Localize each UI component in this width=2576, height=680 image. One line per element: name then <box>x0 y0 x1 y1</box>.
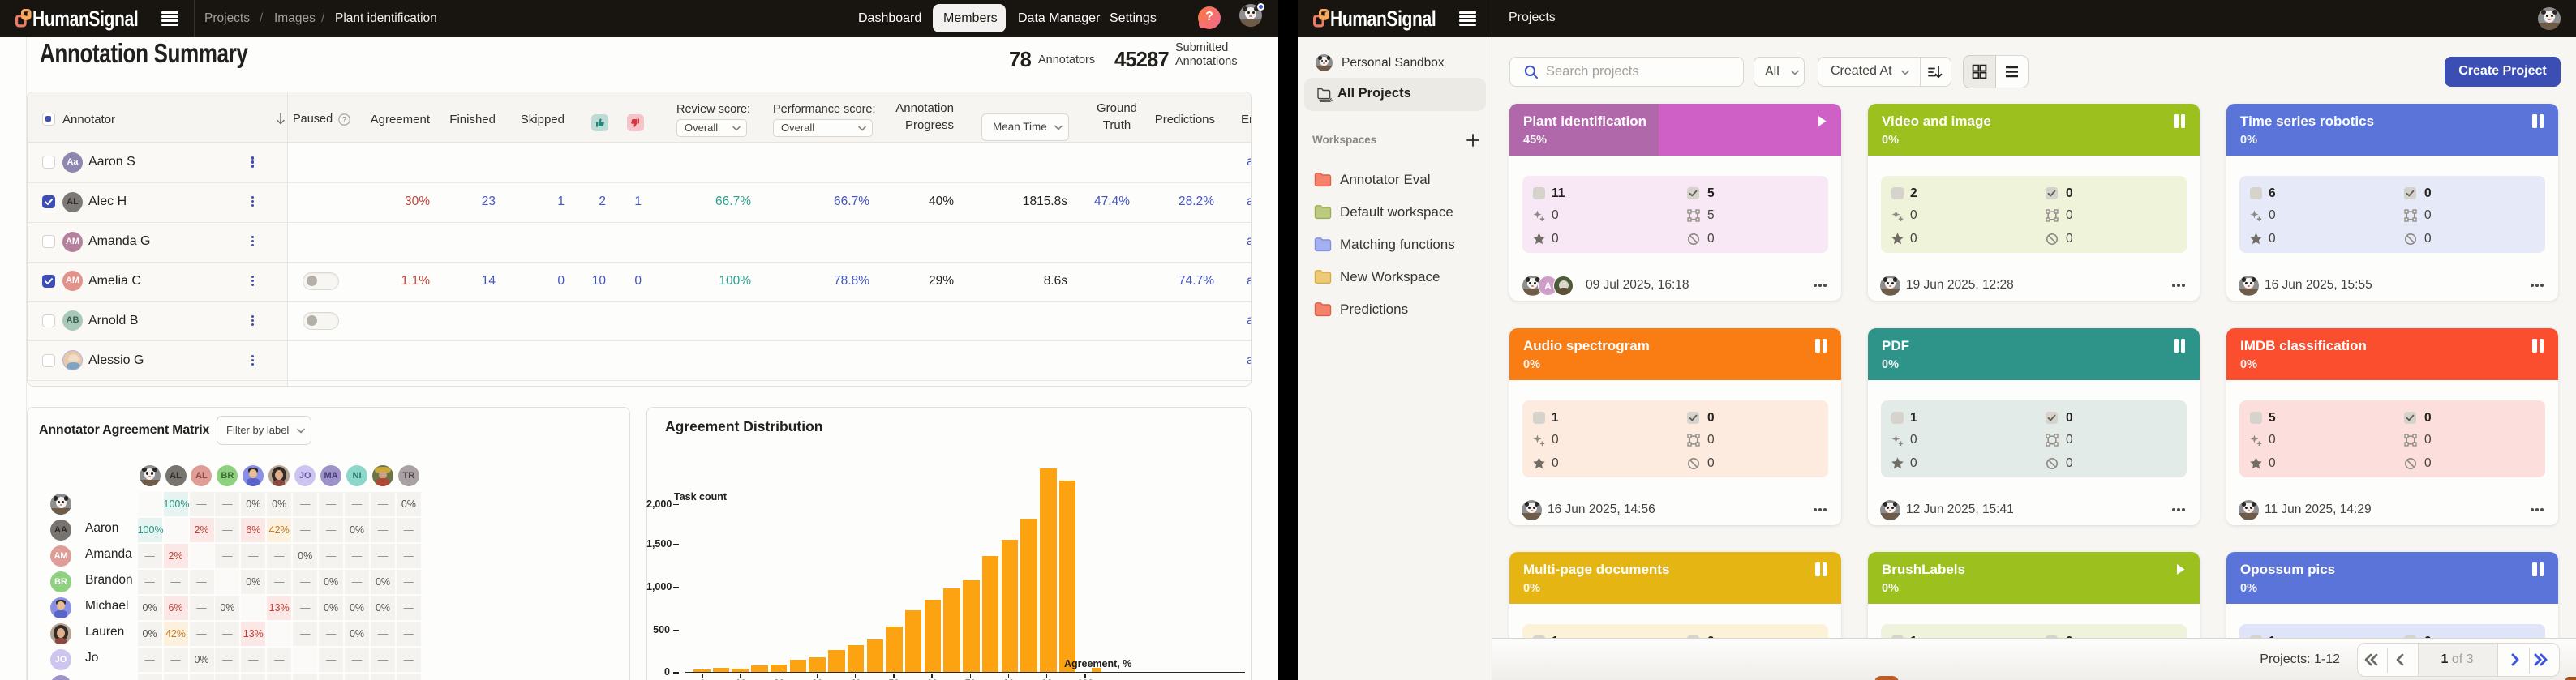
svg-text:?: ? <box>342 116 346 124</box>
